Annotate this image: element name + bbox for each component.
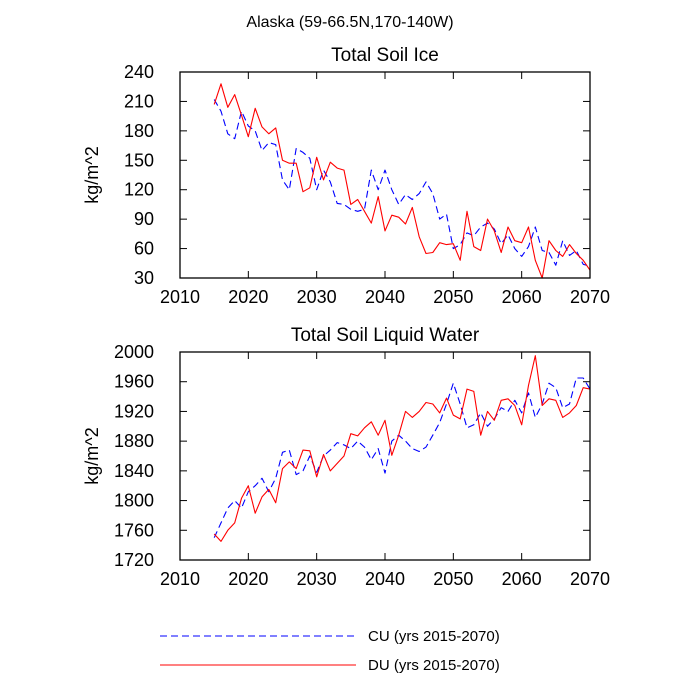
x-tick-label: 2040 <box>365 569 405 589</box>
x-tick-label: 2070 <box>570 569 610 589</box>
x-tick-label: 2060 <box>502 569 542 589</box>
legend: CU (yrs 2015-2070) DU (yrs 2015-2070) <box>160 628 500 674</box>
x-tick-label: 2020 <box>228 287 268 307</box>
x-tick-label: 2070 <box>570 287 610 307</box>
x-tick-label: 2030 <box>297 569 337 589</box>
y-tick-label: 1800 <box>114 491 154 511</box>
x-tick-label: 2030 <box>297 287 337 307</box>
y-tick-label: 180 <box>124 121 154 141</box>
x-tick-label: 2010 <box>160 287 200 307</box>
y-tick-label: 1920 <box>114 401 154 421</box>
y-tick-label: 120 <box>124 180 154 200</box>
series-line-cu <box>213 99 591 267</box>
x-tick-label: 2040 <box>365 287 405 307</box>
y-tick-label: 1840 <box>114 461 154 481</box>
y-axis-label: kg/m^2 <box>82 146 102 203</box>
y-tick-label: 240 <box>124 62 154 82</box>
series-line-du <box>213 355 591 542</box>
figure-suptitle: Alaska (59-66.5N,170-140W) <box>246 14 453 31</box>
y-tick-label: 150 <box>124 150 154 170</box>
y-tick-label: 2000 <box>114 342 154 362</box>
y-tick-label: 1960 <box>114 372 154 392</box>
y-tick-label: 1880 <box>114 431 154 451</box>
y-tick-label: 60 <box>134 239 154 259</box>
y-axis-label: kg/m^2 <box>82 427 102 484</box>
y-tick-label: 30 <box>134 268 154 288</box>
series-line-du <box>213 83 591 279</box>
y-tick-label: 1760 <box>114 520 154 540</box>
y-tick-label: 210 <box>124 91 154 111</box>
x-tick-label: 2020 <box>228 569 268 589</box>
legend-label: DU (yrs 2015-2070) <box>368 657 500 674</box>
chart-title: Total Soil Liquid Water <box>291 325 480 346</box>
chart-panels: Total Soil Ice kg/m^2 2010 2020 2030 2040 2050… <box>82 45 610 589</box>
x-tick-label: 2010 <box>160 569 200 589</box>
y-tick-label: 1720 <box>114 550 154 570</box>
chart-panel-2: Total Soil Liquid Water kg/m^2 2010 2020 203… <box>82 325 610 589</box>
legend-label: CU (yrs 2015-2070) <box>368 628 500 645</box>
y-tick-label: 90 <box>134 209 154 229</box>
series-line-cu <box>213 377 591 538</box>
chart-title: Total Soil Ice <box>331 45 439 66</box>
x-tick-label: 2050 <box>433 287 473 307</box>
x-tick-label: 2050 <box>433 569 473 589</box>
x-tick-label: 2060 <box>502 287 542 307</box>
chart-panel-1: Total Soil Ice kg/m^2 2010 2020 2030 2040 2050… <box>82 45 610 307</box>
